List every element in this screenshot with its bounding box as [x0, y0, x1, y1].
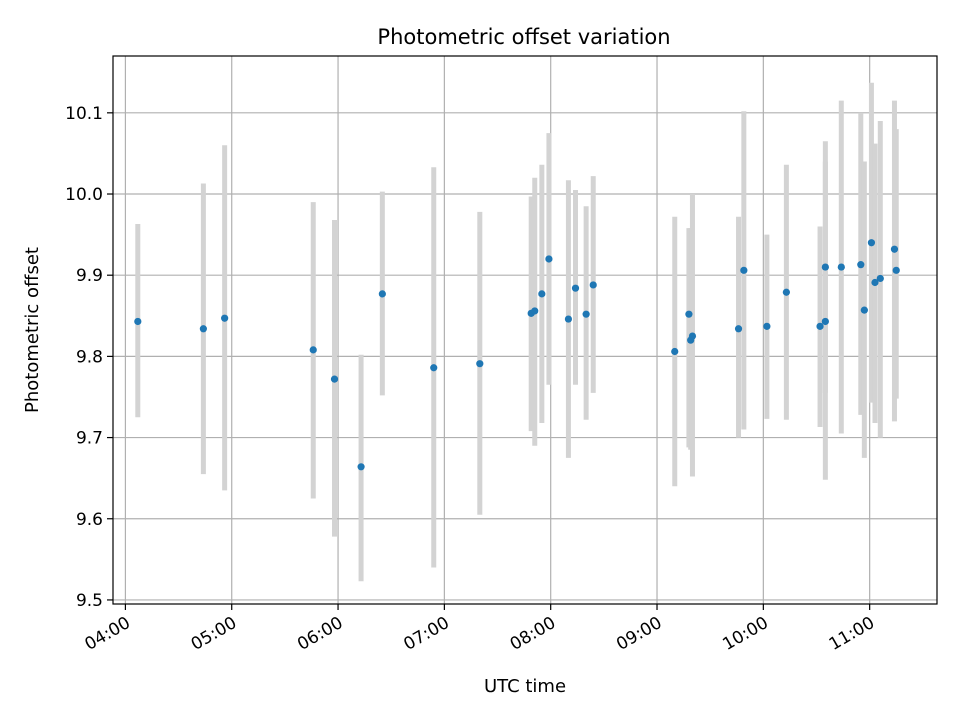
data-point [763, 322, 771, 330]
data-point [430, 364, 438, 372]
data-point [476, 360, 484, 368]
data-point [734, 325, 743, 333]
y-tick-label: 9.6 [76, 510, 103, 530]
data-point [221, 314, 229, 322]
y-tick-label: 9.7 [76, 429, 103, 449]
y-tick-label: 9.8 [76, 347, 103, 367]
errorbar-layer [135, 82, 899, 582]
data-point [892, 266, 900, 274]
grid-layer [113, 56, 937, 604]
plot-frame [112, 55, 938, 605]
data-point [309, 346, 317, 354]
data-point [685, 310, 693, 318]
data-point [740, 266, 748, 274]
tick-layer: 04:00 05:00 06:00 07:00 08:00 09:00 10:00 11:00… [65, 104, 878, 655]
data-point [564, 315, 573, 323]
data-point [890, 245, 899, 253]
data-point [378, 290, 386, 298]
data-point [816, 322, 824, 330]
x-tick-label: 07:00 [400, 613, 452, 655]
x-tick-label: 04:00 [81, 613, 133, 655]
data-point [357, 463, 365, 471]
y-tick-label: 10.0 [65, 185, 103, 205]
data-point [867, 239, 876, 247]
data-point [134, 317, 142, 326]
data-point [821, 317, 829, 326]
x-tick-label: 11:00 [826, 613, 878, 655]
chart-title: Photometric offset variation [377, 25, 670, 49]
data-point [871, 278, 879, 287]
data-point [857, 261, 865, 269]
data-point [782, 288, 790, 296]
data-point [538, 290, 546, 298]
y-axis-label: Photometric offset [22, 247, 43, 413]
y-tick-label: 10.1 [65, 104, 103, 124]
data-point [545, 255, 553, 263]
data-point [876, 274, 884, 283]
data-point [589, 281, 597, 289]
data-point [582, 310, 590, 318]
x-tick-label: 06:00 [294, 613, 346, 655]
x-tick-label: 10:00 [719, 613, 771, 655]
data-point [821, 263, 829, 271]
data-point [837, 263, 845, 271]
x-tick-label: 08:00 [507, 613, 559, 655]
y-tick-label: 9.5 [76, 591, 103, 611]
data-point [199, 325, 207, 333]
data-point [571, 284, 580, 292]
x-tick-label: 05:00 [188, 613, 240, 655]
data-point [330, 375, 339, 383]
data-point [688, 332, 697, 340]
data-point [531, 307, 539, 315]
x-axis-label: UTC time [484, 676, 566, 697]
marker-layer [134, 239, 900, 471]
y-tick-label: 9.9 [76, 266, 103, 286]
data-point [671, 347, 679, 356]
x-tick-label: 09:00 [613, 613, 665, 655]
data-point [860, 306, 868, 314]
